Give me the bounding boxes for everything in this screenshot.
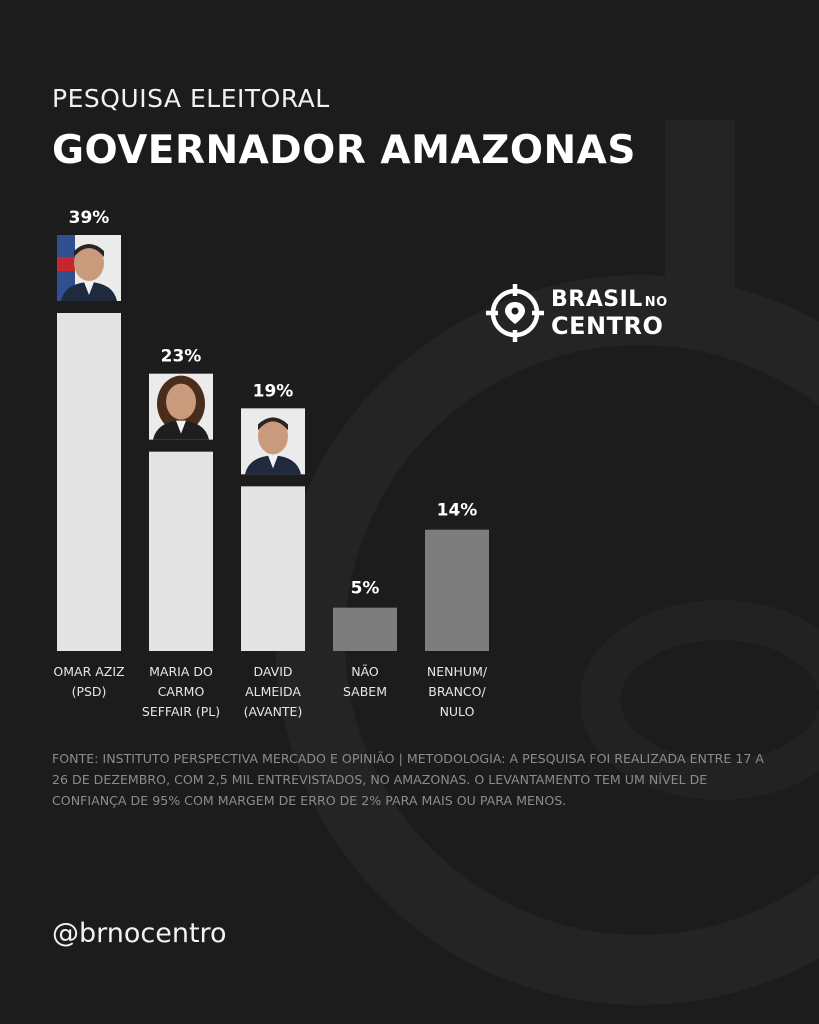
bar-2 <box>241 486 305 651</box>
candidate-photo-2 <box>241 408 305 475</box>
crosshair-pin-icon <box>486 284 544 342</box>
category-label-3: NÃO SABEM <box>343 664 387 699</box>
category-label-0: OMAR AZIZ (PSD) <box>53 664 124 699</box>
bar-4 <box>425 529 489 651</box>
source-note: FONTE: INSTITUTO PERSPECTIVA MERCADO E O… <box>52 751 765 808</box>
bar-1 <box>149 451 213 651</box>
value-label-4: 14% <box>437 501 478 521</box>
candidate-photo-1 <box>149 373 213 440</box>
value-label-2: 19% <box>253 381 294 401</box>
brand-line2: CENTRO <box>551 312 664 340</box>
chart-kicker: PESQUISA ELEITORAL <box>52 84 330 113</box>
chart-title: GOVERNADOR AMAZONAS <box>52 128 636 173</box>
bar-0 <box>57 313 121 651</box>
category-label-1: MARIA DO CARMO SEFFAIR (PL) <box>142 664 220 719</box>
value-label-3: 5% <box>351 579 380 599</box>
brand-logo: BRASIL NO CENTRO <box>484 282 674 344</box>
bar-3 <box>333 607 397 651</box>
value-label-1: 23% <box>161 347 202 367</box>
category-label-2: DAVID ALMEIDA (AVANTE) <box>244 664 303 719</box>
candidate-photo-0 <box>57 235 121 301</box>
brand-line1: BRASIL NO <box>551 287 668 312</box>
category-label-4: NENHUM/BRANCO/NULO <box>427 664 488 719</box>
social-handle: @brnocentro <box>52 918 227 949</box>
value-label-0: 39% <box>69 208 110 228</box>
